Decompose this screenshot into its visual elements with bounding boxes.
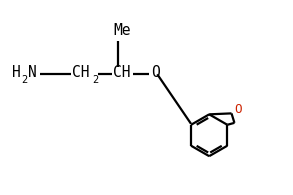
Text: CH: CH (113, 65, 130, 80)
Text: 2: 2 (22, 75, 28, 85)
Text: Me: Me (114, 23, 131, 38)
Text: O: O (151, 65, 160, 80)
Text: 2: 2 (92, 75, 98, 85)
Text: N: N (28, 65, 37, 80)
Text: O: O (234, 103, 242, 116)
Text: CH: CH (72, 65, 90, 80)
Text: H: H (12, 65, 21, 80)
